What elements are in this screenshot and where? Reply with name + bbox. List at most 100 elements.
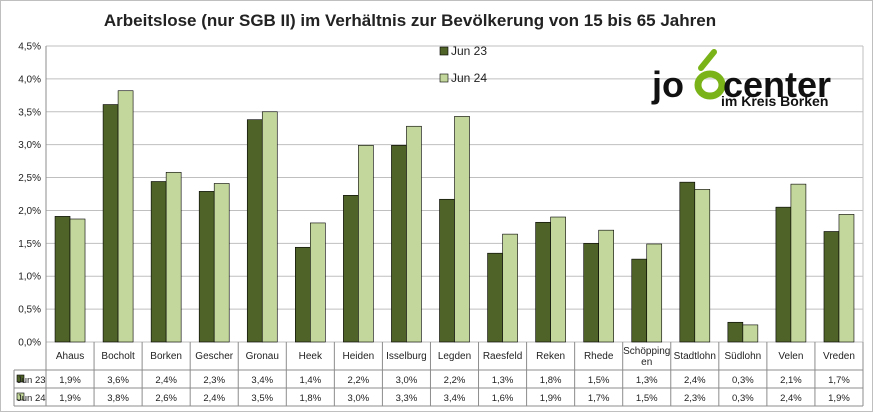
category-label: Borken [150,351,182,362]
bar-jun23 [679,181,696,343]
jobcenter-logo: jo center im Kreis Borken [651,49,831,109]
category-label: Rhede [584,351,614,362]
category-label: Heiden [343,351,375,362]
data-label: 3,8% [107,393,129,404]
bar-jun23 [295,246,311,343]
logo-subtitle: im Kreis Borken [721,93,828,109]
bar-jun24 [358,145,374,343]
gridlines [45,45,864,343]
category-label: Isselburg [386,351,427,362]
legend-label: Jun 24 [451,71,487,85]
bar-jun24 [69,218,86,343]
y-tick-label: 4,0% [18,74,41,85]
logo-text-right: center [723,64,831,105]
bar-jun23 [487,252,503,343]
legend: Jun 23 Jun 24 [439,44,487,85]
data-label: 1,9% [828,393,850,404]
bar-jun23 [583,243,599,343]
bar-jun23 [198,191,215,343]
bar-jun24 [213,183,230,343]
data-label: 1,9% [59,393,81,404]
table-legend-key [16,374,25,383]
category-label: Gronau [246,351,279,362]
bar-jun24 [742,324,759,343]
bar-jun24 [838,214,855,343]
category-label: Reken [536,351,565,362]
bar-jun24 [598,229,614,343]
data-table: Ahaus 1,9% 1,9% Bocholt 3,6% 3,8% Borken 2,4% 2,… [13,342,864,407]
data-label: 0,3% [732,375,754,386]
data-label: 3,5% [251,393,273,404]
bar-jun23 [54,216,71,343]
data-label: 1,3% [636,375,658,386]
data-label: 1,9% [59,375,81,386]
bar-jun23 [775,206,792,343]
bar-jun23 [391,145,407,343]
category-label: Heek [299,351,323,362]
bar-jun23 [631,258,648,343]
bars [54,90,855,343]
y-axis-ticks: 0,0% 0,5% 1,0% 1,5% 2,0% 2,5% 3,0% 3,5% 4,0% 4,5% [18,42,41,349]
data-label: 0,3% [732,393,754,404]
data-label: 2,4% [780,393,802,404]
data-label: 2,3% [203,375,225,386]
data-label: 1,6% [492,393,514,404]
y-tick-label: 2,0% [18,206,41,217]
data-label: 2,2% [444,375,466,386]
legend-swatch [439,73,449,83]
data-label: 3,6% [107,375,129,386]
table-row-label: Jun 24 [17,393,46,404]
bar-jun23 [246,119,263,343]
bar-jun23 [102,104,119,343]
bar-jun24 [406,125,422,343]
data-label: 2,4% [684,375,706,386]
bar-jun24 [502,233,518,343]
data-label: 2,4% [155,375,177,386]
y-tick-label: 3,5% [18,107,41,118]
data-label: 1,7% [828,375,850,386]
category-label: en [641,357,652,368]
category-label: Südlohn [725,351,762,362]
data-label: 1,9% [540,393,562,404]
bar-jun23 [727,321,744,343]
category-label: Stadtlohn [674,351,716,362]
legend-swatch [439,46,449,56]
bar-jun24 [117,90,134,343]
category-label: Velen [778,351,803,362]
data-label: 3,4% [444,393,466,404]
category-label: Raesfeld [483,351,522,362]
category-label: Ahaus [56,351,84,362]
bar-jun24 [454,116,470,343]
category-label: Bocholt [101,351,135,362]
data-label: 1,3% [492,375,514,386]
category-label: Legden [438,351,471,362]
category-label: Schöpping [623,346,670,357]
bar-jun24 [550,216,566,343]
data-label: 3,0% [348,393,370,404]
table-row-label: Jun 23 [17,375,46,386]
data-label: 1,4% [299,375,321,386]
data-label: 1,8% [299,393,321,404]
data-label: 1,7% [588,393,610,404]
bar-jun24 [790,183,807,343]
bar-jun23 [823,231,840,343]
data-label: 3,4% [251,375,273,386]
y-tick-label: 1,0% [18,272,41,283]
bar-jun24 [165,171,182,343]
bar-jun24 [646,243,663,343]
chart-title: Arbeitslose (nur SGB II) im Verhältnis z… [104,11,716,30]
data-label: 1,5% [588,375,610,386]
bar-jun23 [150,181,167,343]
y-tick-label: 1,5% [18,239,41,250]
logo-text-left: jo [651,64,684,105]
category-label: Gescher [195,351,233,362]
data-label: 3,3% [396,393,418,404]
data-label: 2,1% [780,375,802,386]
legend-label: Jun 23 [451,44,487,58]
y-tick-label: 4,5% [18,42,41,53]
data-label: 2,3% [684,393,706,404]
data-label: 2,4% [203,393,225,404]
